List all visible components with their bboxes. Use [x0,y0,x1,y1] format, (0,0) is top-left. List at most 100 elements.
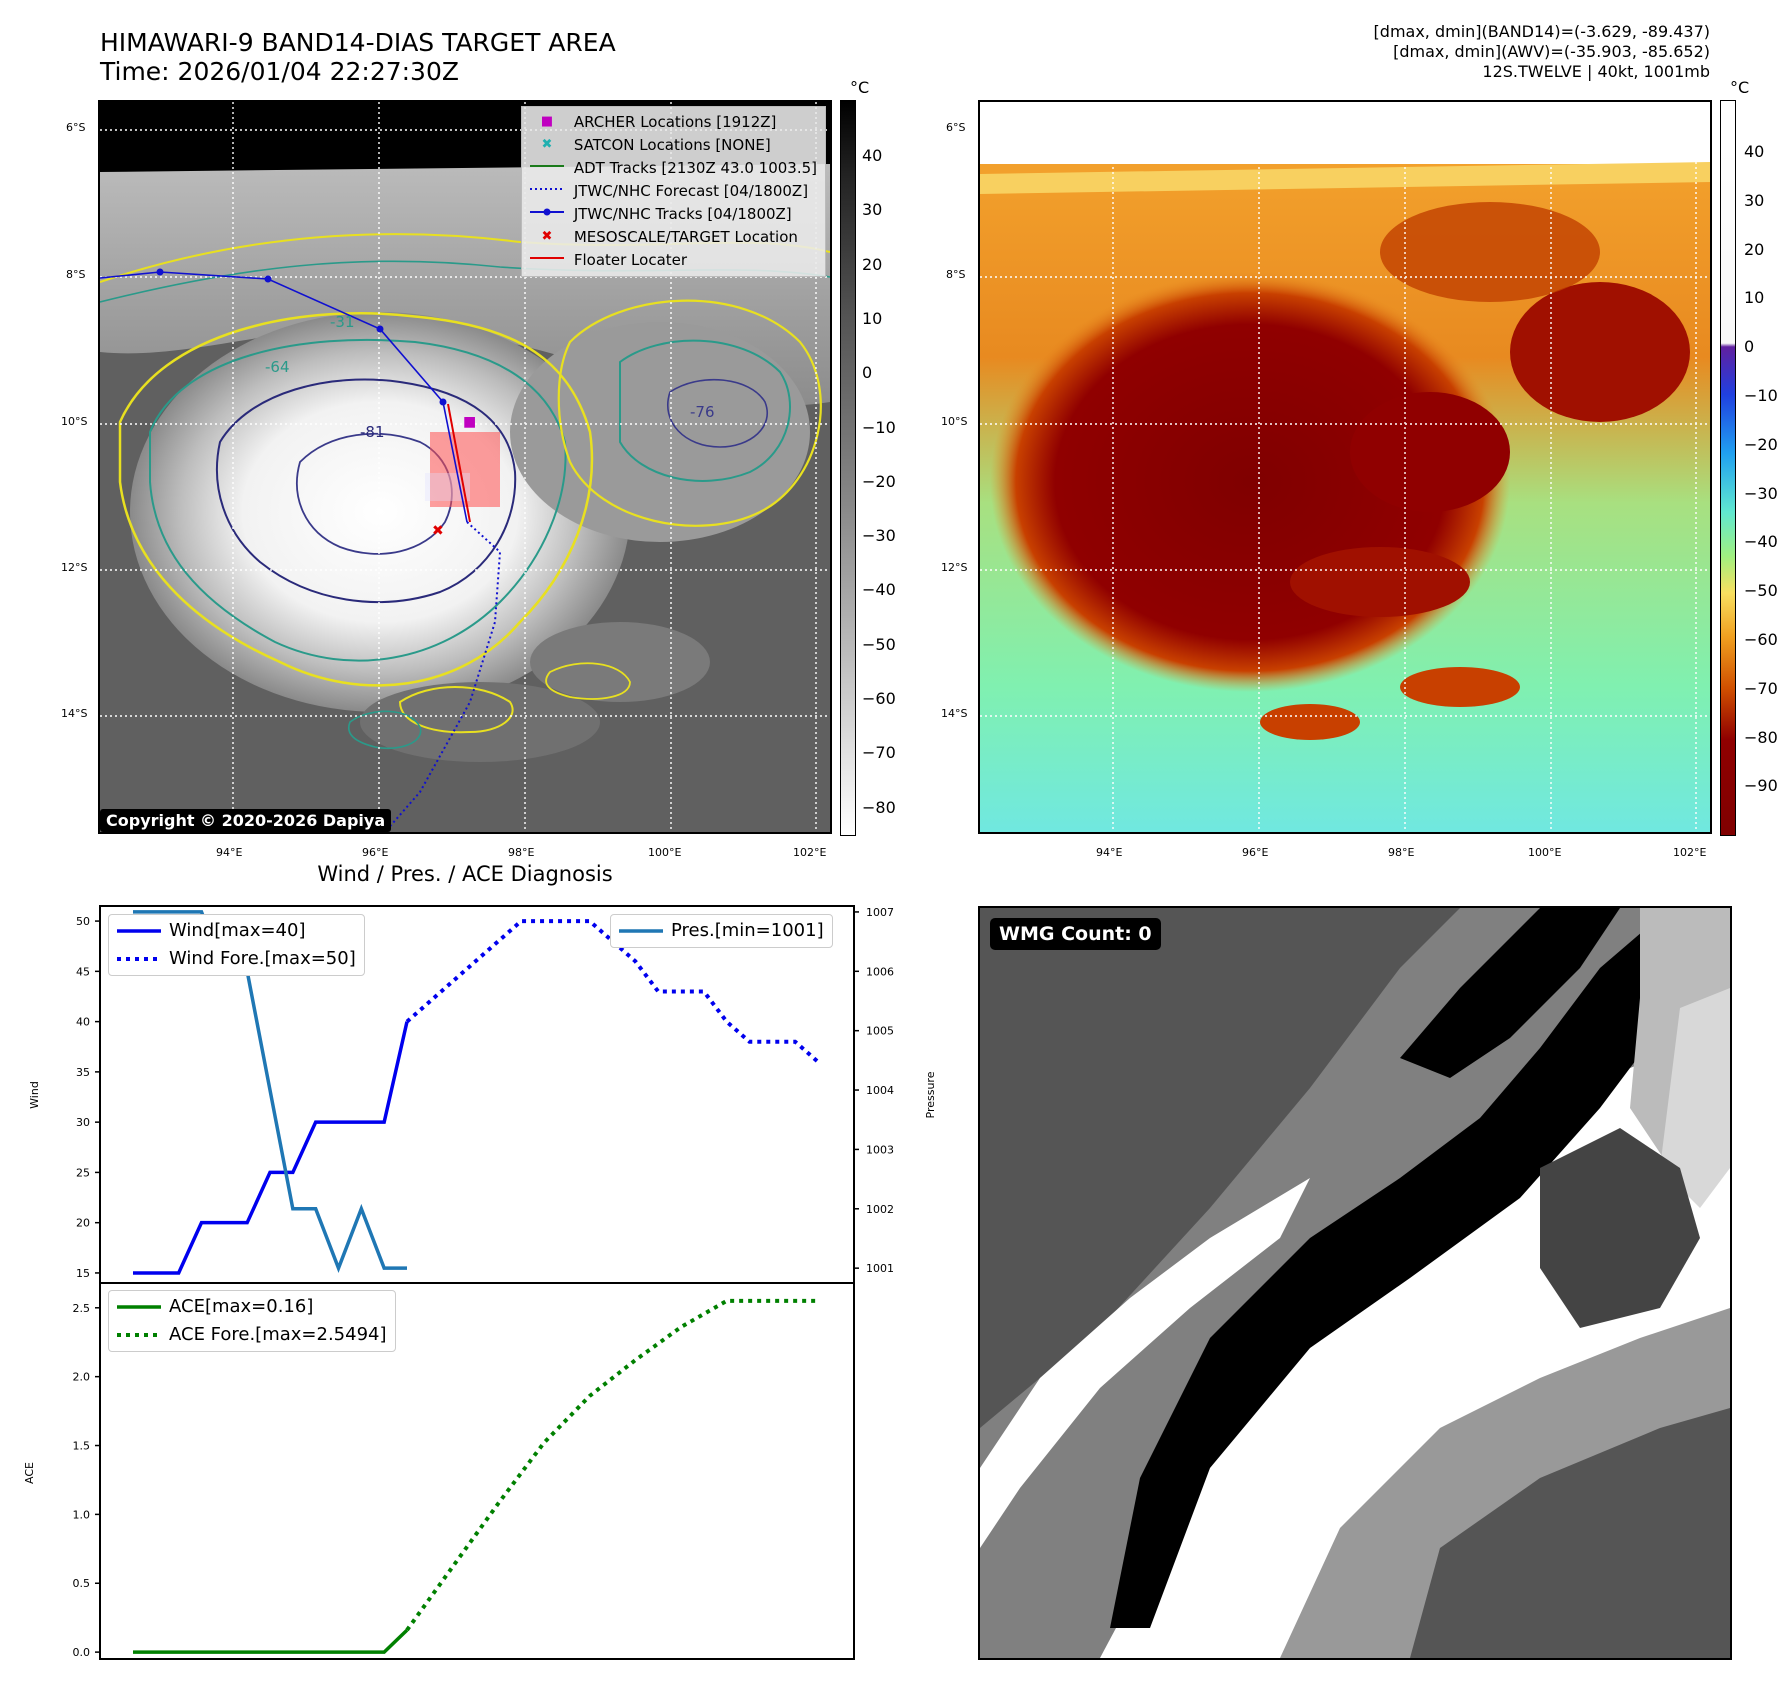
series-line-ace-fore [405,1298,818,1632]
lon-label: 94°E [1096,846,1123,859]
map-legend: ■ ARCHER Locations [1912Z] ✖ SATCON Locatio… [520,106,826,277]
wind-tick-label: 25 [76,1166,90,1179]
legend-marker: ✖ [541,137,552,150]
wmg-panel: WMG Count: 0 [978,906,1732,1660]
pressure-axis-label: Pressure [924,1071,937,1118]
legend-swatch-icon [529,203,564,226]
wind-fore-legend-label: Wind Fore.[max=50] [169,948,356,969]
series-line-pres [133,910,407,1274]
colorbar-tick-label: −30 [1744,483,1778,503]
diagnosis-charts-svg: 15 20 25 30 35 40 45 50 1001 1002 1003 1004 1005 100… [23,905,937,1660]
map-legend-item: ✖ SATCON Locations [NONE] [530,134,817,157]
wind-tick-label: 40 [76,1016,90,1029]
lat-label: 14°S [61,707,88,720]
colorbar-tick-label: −20 [862,471,896,491]
colorbar-tick-label: −20 [1744,434,1778,454]
colorbar-tick-label: −10 [1744,386,1778,405]
wind-tick-label: 50 [76,915,90,928]
wind-tick-label: 35 [76,1066,90,1079]
wind-axis-label: Wind [28,1081,41,1109]
colorbar-right [1720,100,1736,836]
svg-text:✖: ✖ [432,523,444,539]
series-line-wind [133,1021,409,1275]
wind-tick-label: 30 [76,1116,90,1129]
colorbar-right-unit: °C [1730,78,1750,97]
ace-legend: ACE[max=0.16] ACE Fore.[max=2.5494] [108,1290,396,1352]
legend-swatch-icon: ✖ [530,134,564,157]
wmg-svg [980,908,1730,1658]
colorbar-tick-label: 40 [1744,142,1765,161]
ace-tick-label: 2.5 [73,1302,91,1315]
pressure-legend: Pres.[min=1001] [610,914,833,948]
awv-map-panel [978,100,1712,834]
map-legend-item: ADT Tracks [2130Z 43.0 1003.5] [529,157,817,180]
lon-label: 96°E [1242,846,1269,859]
map-legend-label: ARCHER Locations [1912Z] [573,113,777,131]
diagnosis-title: Wind / Pres. / ACE Diagnosis [317,862,613,886]
wmg-count-badge: WMG Count: 0 [990,918,1161,950]
series-line-ace [133,1628,409,1654]
series-line-wind-fore [405,919,820,1064]
colorbar-tick-label: 20 [862,254,883,274]
map-legend-label: MESOSCALE/TARGET Location [573,228,798,246]
legend-marker: ✖ [541,229,552,242]
map-legend-item: ✖ MESOSCALE/TARGET Location [530,226,817,249]
info-line3: 12S.TWELVE | 40kt, 1001mb [1482,62,1710,81]
awv-map-svg [980,102,1710,832]
lon-label: 102°E [1673,846,1707,859]
lat-label: 8°S [946,268,966,281]
map-legend-label: ADT Tracks [2130Z 43.0 1003.5] [573,159,817,177]
map-legend-label: Floater Locater [573,251,688,269]
colorbar-tick-label: 0 [862,363,873,383]
pressure-legend-label: Pres.[min=1001] [671,920,824,941]
colorbar-tick-label: −80 [1744,727,1778,747]
colorbar-tick-label: −10 [862,417,896,437]
map-legend-item: JTWC/NHC Forecast [04/1800Z] [529,180,817,203]
ace-fore-legend-label: ACE Fore.[max=2.5494] [169,1324,387,1345]
info-line1: [dmax, dmin](BAND14)=(-3.629, -89.437) [1373,22,1710,41]
wind-tick-label: 45 [76,965,90,978]
legend-swatch-icon: ✖ [530,226,564,249]
colorbar-tick-label: −50 [862,634,896,654]
ace-axis-label: ACE [23,1462,36,1484]
colorbar-tick-label: −40 [1744,532,1778,552]
colorbar-tick-label: −90 [1744,776,1778,796]
colorbar-tick-label: 40 [862,146,883,165]
colorbar-tick-label: 30 [862,200,883,220]
info-line2: [dmax, dmin](AWV)=(-35.903, -85.652) [1393,42,1710,61]
lon-label: 96°E [362,846,389,859]
lon-label: 100°E [648,846,682,859]
colorbar-left [840,100,856,836]
lon-label: 100°E [1528,846,1562,859]
map-title-line1: HIMAWARI-9 BAND14-DIAS TARGET AREA [100,28,616,57]
colorbar-tick-label: −60 [862,689,896,708]
ace-tick-label: 0.5 [73,1577,91,1590]
lat-label: 10°S [61,415,88,428]
ace-tick-label: 1.5 [73,1440,91,1453]
colorbar-tick-label: −60 [1744,630,1778,649]
legend-swatch-icon [529,157,564,180]
ace-tick-label: 2.0 [73,1371,91,1384]
pressure-tick-label: 1002 [866,1203,894,1216]
colorbar-tick-label: −80 [862,797,896,817]
colorbar-tick-label: −40 [862,580,896,600]
contour-label-0: -31 [330,313,355,331]
lon-label: 102°E [793,846,827,859]
contour-label-2: -76 [690,403,715,421]
svg-text:■: ■ [463,414,476,430]
lat-label: 6°S [946,121,966,134]
lat-label: 6°S [66,121,86,134]
legend-swatch-icon: ■ [530,111,564,134]
ace-tick-label: 1.0 [73,1508,91,1521]
wind-legend-label: Wind[max=40] [169,920,306,941]
map-legend-label: SATCON Locations [NONE] [573,136,771,154]
lon-label: 98°E [508,846,535,859]
pressure-tick-label: 1003 [866,1143,894,1156]
lon-label: 98°E [1388,846,1415,859]
contour-label-1: -64 [265,358,290,376]
lat-label: 10°S [941,415,968,428]
ace-tick-label: 0.0 [73,1646,91,1659]
lon-label: 94°E [216,846,243,859]
colorbar-tick-label: 10 [1744,288,1765,308]
copyright-badge: Copyright © 2020-2026 Dapiya [100,809,392,832]
